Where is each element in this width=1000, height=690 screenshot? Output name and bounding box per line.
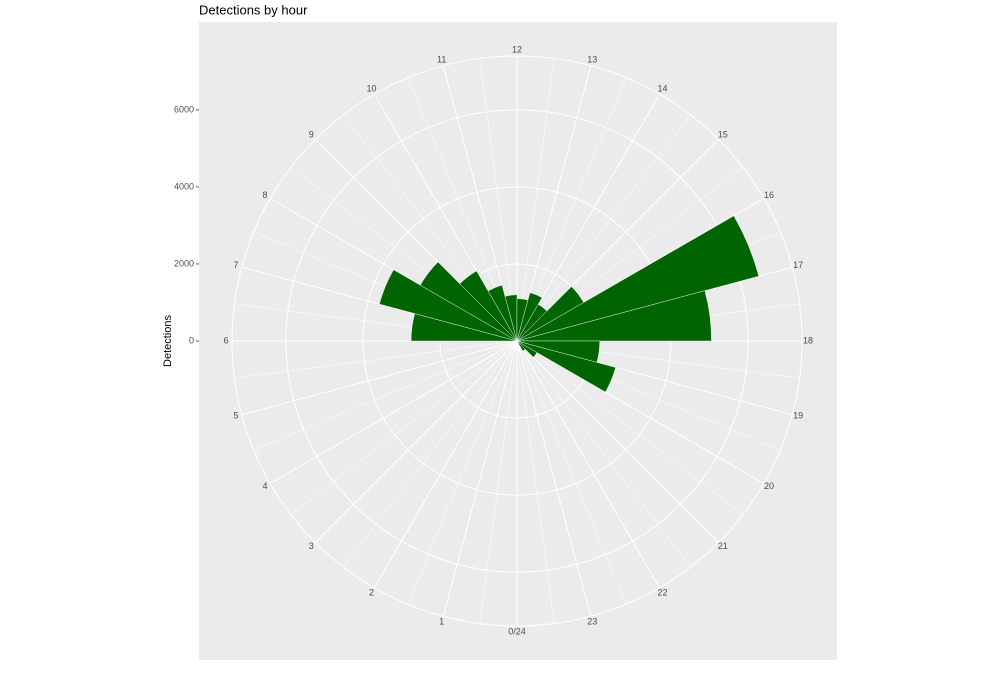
x-tick-label: 18: [803, 335, 813, 345]
grid-spoke: [516, 340, 660, 589]
grid-spoke: [442, 340, 518, 617]
minor-grid-spoke: [290, 340, 518, 515]
grid-spoke: [516, 340, 592, 617]
x-tick-label: 3: [309, 541, 314, 551]
x-tick-label: 23: [587, 616, 597, 626]
x-tick-label: 9: [309, 130, 314, 140]
bar: [516, 340, 526, 352]
y-axis-title: Detections: [162, 315, 174, 367]
minor-grid-spoke: [516, 340, 627, 605]
x-tick-label: 13: [587, 54, 597, 64]
x-tick-label: 17: [793, 260, 803, 270]
grid-spoke: [241, 340, 518, 416]
x-tick-label: 22: [657, 587, 667, 597]
x-tick-label: 11: [437, 54, 446, 64]
x-tick-label: 5: [233, 411, 238, 421]
minor-grid-spoke: [516, 340, 555, 624]
grid-spoke: [315, 340, 518, 543]
minor-grid-spoke: [516, 114, 691, 342]
minor-grid-spoke: [343, 340, 518, 568]
bar: [504, 294, 518, 342]
bar: [379, 269, 518, 342]
y-tick-label: 2000: [174, 258, 194, 268]
y-tick-label: 6000: [174, 104, 194, 114]
x-tick-label: 15: [718, 130, 728, 140]
bar: [516, 340, 616, 393]
x-tick-label: 21: [718, 541, 728, 551]
x-tick-label: 14: [657, 83, 667, 93]
x-tick-label: 1: [439, 616, 444, 626]
y-tick-label: 4000: [174, 181, 194, 191]
minor-grid-spoke: [253, 340, 518, 451]
minor-grid-spoke: [407, 340, 518, 605]
grid-spoke: [516, 340, 719, 543]
bar: [516, 290, 712, 342]
minor-grid-spoke: [479, 58, 518, 342]
minor-grid-spoke: [516, 58, 555, 342]
grid-spoke: [269, 340, 518, 484]
x-tick-label: 7: [233, 260, 238, 270]
bar: [516, 292, 543, 342]
minor-grid-spoke: [234, 340, 518, 379]
x-tick-label: 10: [366, 83, 376, 93]
bar: [516, 215, 760, 342]
bar: [487, 284, 518, 342]
x-tick-label: 4: [262, 481, 267, 491]
bar: [516, 340, 538, 358]
x-tick-label: 16: [764, 190, 774, 200]
bar: [420, 261, 518, 342]
bar: [459, 270, 518, 342]
x-tick-label: 20: [764, 481, 774, 491]
grid-spoke: [374, 340, 518, 589]
x-tick-label: 8: [262, 190, 267, 200]
minor-grid-spoke: [479, 340, 518, 624]
x-tick-label: 19: [793, 411, 803, 421]
x-tick-label: 0/24: [508, 626, 526, 636]
x-tick-label: 2: [369, 587, 374, 597]
x-tick-label: 6: [223, 335, 228, 345]
minor-grid-spoke: [516, 340, 691, 568]
minor-grid-spoke: [516, 340, 744, 515]
chart-title: Detections by hour: [199, 2, 308, 17]
x-tick-label: 12: [512, 44, 522, 54]
y-tick-label: 0: [189, 335, 194, 345]
